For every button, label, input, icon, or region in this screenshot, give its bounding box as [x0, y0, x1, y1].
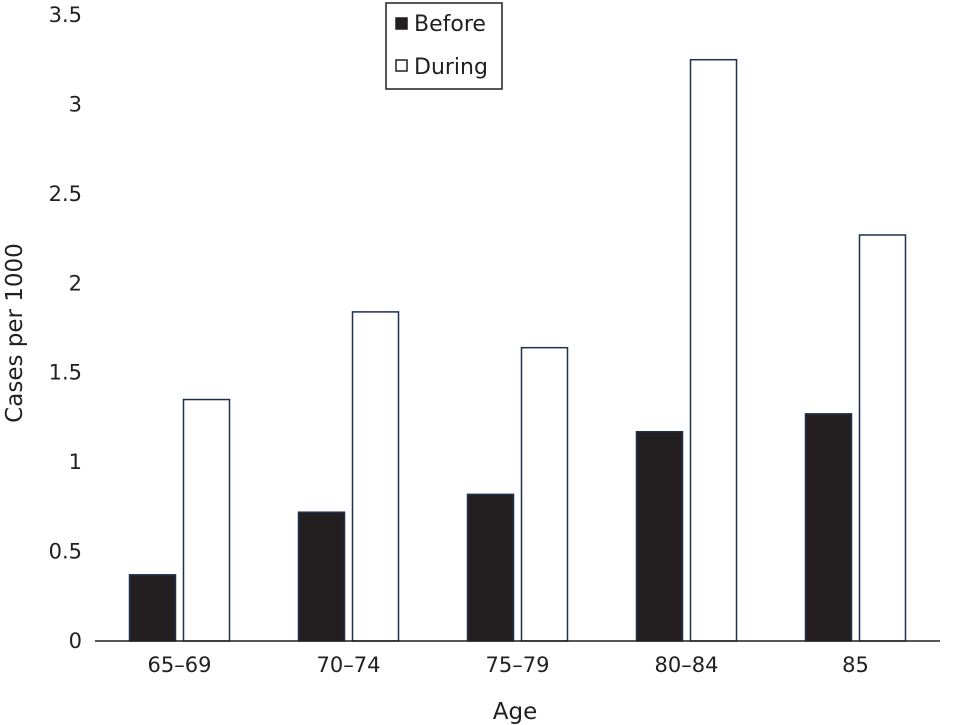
y-tick-label: 3 [69, 92, 82, 116]
bar-before-3 [635, 430, 684, 642]
legend: Before During [385, 2, 503, 90]
y-tick-label: 1 [69, 450, 82, 474]
bar-during-1 [351, 311, 400, 642]
bar-before-2 [466, 493, 515, 642]
bar-before-1 [297, 511, 346, 642]
x-axis-label: Age [493, 699, 537, 725]
legend-label-during: During [414, 55, 488, 80]
y-tick-label: 0.5 [49, 540, 82, 564]
y-axis-label: Cases per 1000 [2, 243, 28, 423]
legend-swatch-during [395, 59, 408, 72]
y-tick-label: 3.5 [49, 3, 82, 27]
x-tick-label: 85 [842, 653, 869, 677]
legend-label-before: Before [414, 12, 486, 37]
bars-group [128, 58, 907, 642]
legend-swatch-before [395, 17, 408, 30]
y-tick-label: 2 [69, 271, 82, 295]
x-tick-label: 80–84 [655, 653, 719, 677]
bar-during-3 [689, 58, 738, 642]
x-tick-label: 65–69 [148, 653, 212, 677]
y-tick-label: 0 [69, 629, 82, 653]
y-tick-label: 2.5 [49, 182, 82, 206]
x-tick-label: 70–74 [317, 653, 381, 677]
bar-before-4 [804, 413, 853, 642]
bar-during-4 [858, 234, 907, 642]
x-tick-label: 75–79 [486, 653, 550, 677]
y-tick-label: 1.5 [49, 361, 82, 385]
bar-during-0 [182, 398, 231, 642]
x-tick-labels: 65–69 70–74 75–79 80–84 85 [148, 653, 869, 677]
bar-before-0 [128, 574, 177, 642]
y-tick-labels: 0 0.5 1 1.5 2 2.5 3 3.5 [49, 3, 82, 653]
bar-during-2 [520, 346, 569, 642]
